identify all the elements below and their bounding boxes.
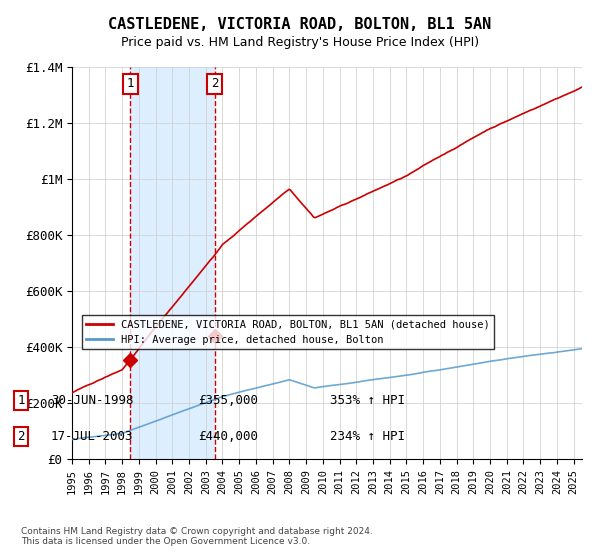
Text: 30-JUN-1998: 30-JUN-1998 [51, 394, 133, 407]
Text: 353% ↑ HPI: 353% ↑ HPI [330, 394, 405, 407]
Text: Contains HM Land Registry data © Crown copyright and database right 2024.
This d: Contains HM Land Registry data © Crown c… [21, 526, 373, 546]
Text: 1: 1 [127, 77, 134, 91]
Text: 17-JUL-2003: 17-JUL-2003 [51, 430, 133, 444]
Legend: CASTLEDENE, VICTORIA ROAD, BOLTON, BL1 5AN (detached house), HPI: Average price,: CASTLEDENE, VICTORIA ROAD, BOLTON, BL1 5… [82, 315, 494, 349]
Bar [130, 67, 215, 459]
Text: £440,000: £440,000 [198, 430, 258, 444]
Text: Price paid vs. HM Land Registry's House Price Index (HPI): Price paid vs. HM Land Registry's House … [121, 36, 479, 49]
Text: 2: 2 [17, 430, 25, 444]
Text: 2: 2 [211, 77, 218, 91]
Text: 1: 1 [17, 394, 25, 407]
Text: £355,000: £355,000 [198, 394, 258, 407]
Text: 234% ↑ HPI: 234% ↑ HPI [330, 430, 405, 444]
Text: CASTLEDENE, VICTORIA ROAD, BOLTON, BL1 5AN: CASTLEDENE, VICTORIA ROAD, BOLTON, BL1 5… [109, 17, 491, 32]
